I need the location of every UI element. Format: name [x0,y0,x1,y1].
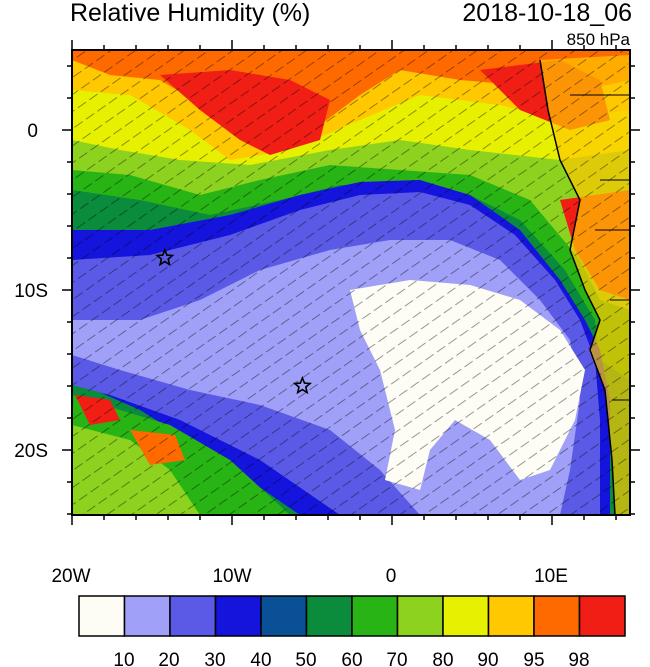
pressure-level: 850 hPa [566,30,630,49]
wind-barbs [72,50,630,515]
map-title: Relative Humidity (%) [70,0,311,27]
colorbar-label: 60 [341,650,362,667]
colorbar-swatch [123,595,171,637]
colorbar-swatch [533,595,581,637]
colorbar-swatch [260,595,308,637]
colorbar-swatch [351,595,399,637]
colorbar-label: 50 [295,650,316,667]
colorbar-swatch [305,595,353,637]
x-tick-label: 20W [51,566,90,587]
colorbar-swatch [578,595,626,637]
star-marker [292,375,312,395]
colorbar-label: 90 [477,650,498,667]
colorbar-swatch [487,595,535,637]
y-tick-label: 20S [14,441,48,462]
axis-ticks [62,40,640,525]
colorbar-swatch [214,595,262,637]
star-marker [155,247,175,267]
colorbar-swatch [169,595,217,637]
x-tick-label: 10E [534,566,568,587]
markers-layer [155,247,312,395]
colorbar-swatch [442,595,490,637]
plot-frame [71,49,631,516]
colorbar-label: 80 [432,650,453,667]
colorbar-swatch [78,595,126,637]
colorbar [78,595,626,637]
x-tick-label: 10W [212,566,251,587]
valid-datetime: 2018-10-18_06 [462,0,632,27]
colorbar-labels: 10 20 30 40 50 60 70 80 90 95 98 [113,650,589,667]
colorbar-label: 95 [523,650,544,667]
colorbar-label: 20 [158,650,179,667]
x-tick-label: 0 [386,566,397,587]
colorbar-swatch [396,595,444,637]
colorbar-label: 10 [113,650,134,667]
plot-area [72,50,630,515]
y-tick-label: 10S [14,281,48,302]
colorbar-label: 40 [250,650,271,667]
colorbar-label: 30 [204,650,225,667]
colorbar-label: 70 [386,650,407,667]
country-borders [570,94,630,401]
coastline [539,59,616,515]
colorbar-label: 98 [568,650,589,667]
y-tick-label: 0 [27,121,38,142]
